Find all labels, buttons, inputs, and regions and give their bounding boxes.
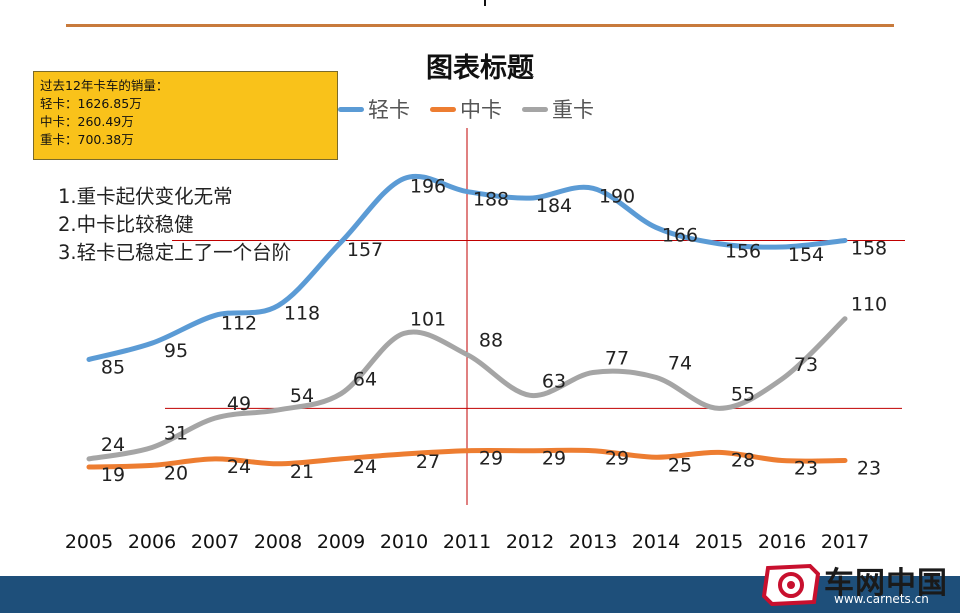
x-tick-label: 2005 — [65, 531, 113, 553]
data-label-light: 184 — [536, 195, 572, 217]
series-line-light — [86, 173, 848, 362]
data-label-light: 156 — [725, 241, 761, 263]
data-label-medium: 29 — [605, 448, 629, 470]
data-label-medium: 23 — [794, 458, 818, 480]
legend-item-medium: 中卡 — [430, 94, 502, 124]
data-label-medium: 19 — [101, 464, 125, 486]
x-tick-label: 2006 — [128, 531, 176, 553]
data-label-heavy: 55 — [731, 383, 755, 405]
logo-name: 车网中国 — [824, 566, 948, 601]
data-label-heavy: 24 — [101, 434, 125, 456]
top-rule — [66, 24, 894, 27]
note-medium-stable: 2.中卡比较稳健 — [58, 213, 194, 236]
data-label-light: 112 — [221, 312, 257, 334]
chart-title: 图表标题 — [426, 53, 534, 84]
data-label-light: 190 — [599, 185, 635, 207]
data-label-heavy: 77 — [605, 347, 629, 369]
x-tick-label: 2016 — [758, 531, 806, 553]
data-label-light: 85 — [101, 356, 125, 378]
data-label-heavy: 88 — [479, 330, 503, 352]
data-label-medium: 24 — [353, 456, 377, 478]
x-tick-label: 2008 — [254, 531, 302, 553]
summary-medium-truck: 中卡：260.49万 — [40, 114, 134, 129]
data-label-heavy: 101 — [410, 308, 446, 330]
legend-item-heavy: 重卡 — [522, 94, 594, 124]
data-label-light: 158 — [851, 237, 887, 259]
observation-notes: 1.重卡起伏变化无常 2.中卡比较稳健 3.轻卡已稳定上了一个台阶 — [58, 183, 291, 267]
data-label-light: 157 — [347, 239, 383, 261]
data-label-heavy: 110 — [851, 294, 887, 316]
data-label-heavy: 49 — [227, 393, 251, 415]
x-tick-label: 2014 — [632, 531, 680, 553]
summary-light-truck: 轻卡：1626.85万 — [40, 96, 142, 111]
legend-swatch-heavy — [522, 106, 548, 112]
series-line-heavy — [86, 316, 848, 462]
data-label-heavy: 54 — [290, 385, 314, 407]
data-label-light: 166 — [662, 224, 698, 246]
camera-logo-icon — [762, 563, 820, 606]
summary-heading: 过去12年卡车的销量： — [40, 78, 169, 93]
legend-label-medium: 中卡 — [460, 98, 502, 122]
data-label-medium: 27 — [416, 451, 440, 473]
summary-heavy-truck: 重卡：700.38万 — [40, 132, 134, 147]
data-label-medium: 20 — [164, 462, 188, 484]
data-label-medium: 29 — [542, 448, 566, 470]
data-label-medium: 23 — [857, 458, 881, 480]
data-label-medium: 29 — [479, 448, 503, 470]
data-label-light: 95 — [164, 340, 188, 362]
legend-item-light: 轻卡 — [338, 94, 410, 124]
data-label-medium: 24 — [227, 456, 251, 478]
sales-summary-box: 过去12年卡车的销量： 轻卡：1626.85万 中卡：260.49万 重卡：70… — [33, 71, 338, 160]
data-label-light: 188 — [473, 189, 509, 211]
x-tick-label: 2011 — [443, 531, 491, 553]
data-label-heavy: 64 — [353, 369, 377, 391]
note-heavy-volatile: 1.重卡起伏变化无常 — [58, 185, 233, 208]
x-tick-label: 2015 — [695, 531, 743, 553]
data-label-heavy: 74 — [668, 352, 692, 374]
data-label-light: 196 — [410, 176, 446, 198]
logo-url: www.carnets.cn — [834, 592, 929, 606]
top-tick-mark — [484, 0, 486, 6]
legend-swatch-medium — [430, 106, 456, 112]
legend-label-heavy: 重卡 — [552, 98, 594, 122]
legend-label-light: 轻卡 — [368, 98, 410, 122]
line-chart: 85 95 112 118 157 196 188 184 190 166 156 154 158 19 2… — [65, 128, 905, 553]
carnets-logo: 车网中国 www.carnets.cn — [762, 560, 957, 610]
data-label-medium: 25 — [668, 454, 692, 476]
note-light-step-up: 3.轻卡已稳定上了一个台阶 — [58, 241, 292, 264]
data-label-heavy: 63 — [542, 370, 566, 392]
data-label-light: 154 — [788, 244, 824, 266]
data-label-heavy: 73 — [794, 354, 818, 376]
x-tick-label: 2012 — [506, 531, 554, 553]
legend-swatch-light — [338, 106, 364, 112]
x-tick-label: 2007 — [191, 531, 239, 553]
data-label-medium: 28 — [731, 449, 755, 471]
data-label-light: 118 — [284, 303, 320, 325]
x-tick-label: 2009 — [317, 531, 365, 553]
series-line-medium — [86, 447, 848, 470]
x-tick-label: 2013 — [569, 531, 617, 553]
x-tick-label: 2017 — [821, 531, 869, 553]
data-label-medium: 21 — [290, 461, 314, 483]
data-label-heavy: 31 — [164, 422, 188, 444]
chart-legend: 轻卡 中卡 重卡 — [338, 94, 614, 124]
x-tick-label: 2010 — [380, 531, 428, 553]
